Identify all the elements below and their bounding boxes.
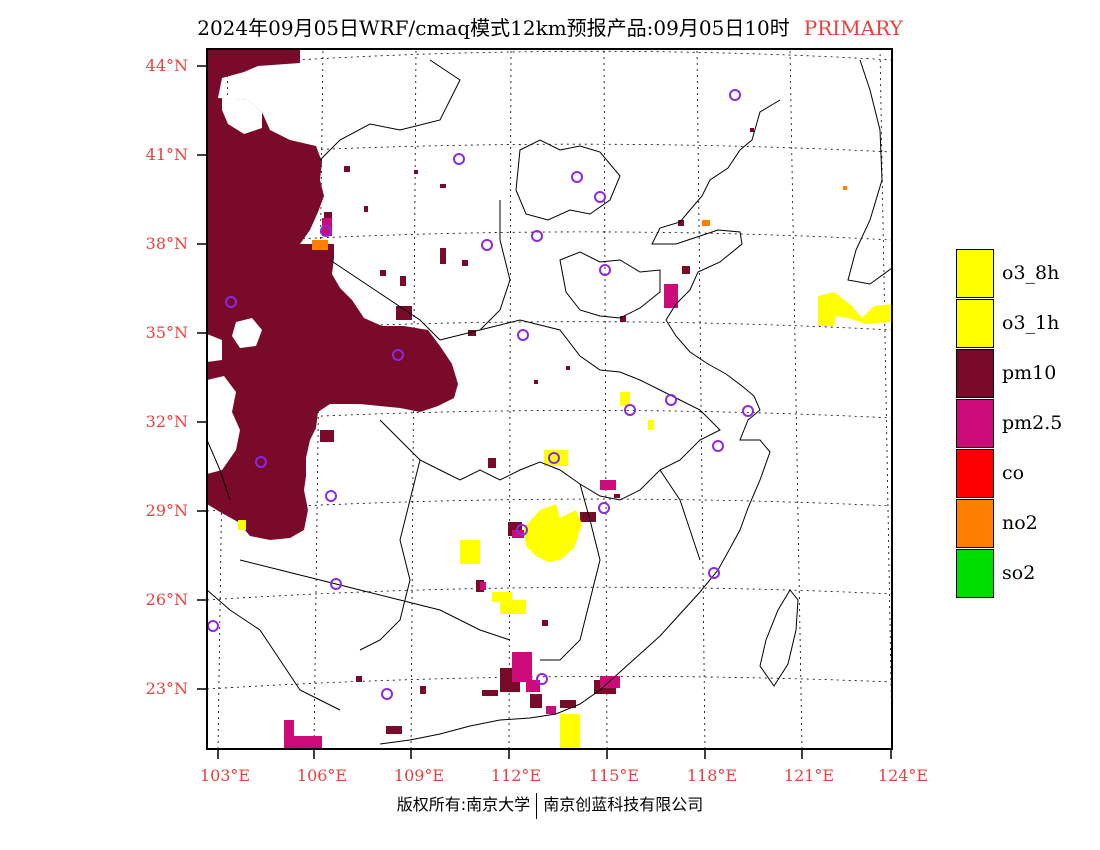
lat-label-32: 32°N [145, 412, 188, 431]
lat-label-41: 41°N [145, 145, 188, 164]
legend-label-so2: so2 [1002, 562, 1036, 584]
boundaries [207, 59, 892, 745]
legend-label-pm25: pm2.5 [1002, 412, 1063, 434]
lat-label-29: 29°N [145, 501, 188, 520]
lon-label-112: 112°E [490, 766, 542, 785]
no2-patches [312, 186, 847, 250]
legend-swatch-pm25 [956, 399, 994, 448]
title-tag: PRIMARY [803, 16, 903, 40]
legend-swatch-o3-1h [956, 299, 994, 348]
legend-swatch-co [956, 449, 994, 498]
legend-label-pm10: pm10 [1002, 362, 1057, 384]
map-frame [206, 48, 893, 750]
lon-label-115: 115°E [588, 766, 640, 785]
legend-swatch-so2 [956, 549, 994, 598]
pm10-region [207, 49, 458, 540]
legend-label-o3-1h: o3_1h [1002, 312, 1060, 334]
map-title: 2024年09月05日WRF/cmaq模式12km预报产品:09月05日10时 P… [0, 12, 1100, 41]
copyright-footer: 版权所有:南京大学 南京创蓝科技有限公司 [0, 791, 1100, 819]
lon-label-103: 103°E [199, 766, 251, 785]
footer-separator [536, 792, 538, 819]
lat-label-44: 44°N [145, 56, 188, 75]
legend-label-co: co [1002, 462, 1025, 484]
copyright-owner: 版权所有:南京大学 [396, 795, 531, 814]
legend-swatch-pm10 [956, 349, 994, 398]
title-text: 2024年09月05日WRF/cmaq模式12km预报产品:09月05日10时 [197, 16, 790, 40]
station-markers [207, 89, 754, 700]
legend-swatch-o3-8h [956, 249, 994, 298]
lon-label-109: 109°E [393, 766, 445, 785]
legend-swatch-no2 [956, 499, 994, 548]
legend-label-no2: no2 [1002, 512, 1038, 534]
lat-label-35: 35°N [145, 323, 188, 342]
lat-label-38: 38°N [145, 234, 188, 253]
lon-label-106: 106°E [296, 766, 348, 785]
pm10-speckles [324, 128, 754, 734]
lat-label-23: 23°N [145, 679, 188, 698]
copyright-company: 南京创蓝科技有限公司 [543, 795, 704, 814]
o3-patches [238, 292, 892, 749]
lon-label-121: 121°E [783, 766, 835, 785]
lat-label-26: 26°N [145, 590, 188, 609]
lon-label-124: 124°E [877, 766, 929, 785]
pm10-gaps [207, 98, 262, 474]
tick-marks [197, 65, 892, 759]
lon-label-118: 118°E [686, 766, 738, 785]
legend-label-o3-8h: o3_8h [1002, 262, 1060, 284]
